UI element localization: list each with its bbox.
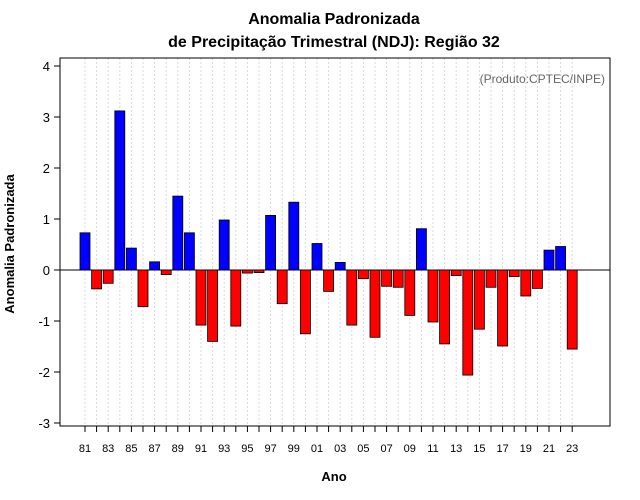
bar-12 — [439, 269, 451, 345]
bar-20 — [532, 269, 543, 289]
x-tick-label: 01 — [311, 443, 323, 455]
y-tick-label: -2 — [38, 365, 50, 380]
y-tick-label: 2 — [43, 161, 50, 176]
bar-06 — [369, 269, 381, 338]
x-axis: 81 83 85 87 89 91 93 95 97 99 01 03 05 07 09 11 13 15 17 19… — [79, 426, 578, 455]
x-tick-label: 85 — [125, 443, 137, 455]
bar-14 — [462, 269, 474, 376]
bar-82 — [91, 269, 102, 290]
bar-83 — [102, 269, 114, 284]
x-tick-label: 87 — [148, 443, 160, 455]
bar-05 — [357, 269, 369, 280]
bar-88 — [160, 269, 172, 275]
x-tick-label: 17 — [496, 443, 508, 455]
x-tick-label: 91 — [195, 443, 207, 455]
x-tick-label: 13 — [450, 443, 462, 455]
bar-00 — [299, 269, 311, 335]
bar-17 — [497, 269, 509, 347]
bar-23 — [566, 269, 578, 350]
bar-07 — [381, 269, 393, 287]
x-axis-label: Ano — [321, 469, 346, 484]
x-tick-label: 93 — [218, 443, 230, 455]
y-tick-label: 3 — [43, 110, 50, 125]
x-tick-label: 15 — [473, 443, 485, 455]
x-tick-label: 81 — [79, 443, 91, 455]
bar-15 — [473, 269, 485, 330]
x-tick-label: 99 — [288, 443, 300, 455]
bar-81 — [79, 232, 91, 271]
bar-10 — [415, 228, 427, 271]
y-tick-label: -3 — [38, 416, 50, 431]
y-axis: -3 -2 -1 0 1 2 3 4 — [38, 59, 60, 431]
bar-01 — [311, 243, 323, 271]
bar-02 — [323, 269, 335, 292]
bar-22 — [555, 246, 566, 271]
grid-lines — [84, 58, 573, 426]
bar-95 — [241, 269, 253, 274]
bar-08 — [392, 269, 404, 288]
bar-89 — [172, 195, 184, 271]
y-tick-label: 1 — [43, 212, 50, 227]
chart-title-line1: Anomalia Padronizada — [248, 11, 420, 28]
bar-91 — [195, 269, 207, 326]
bar-98 — [276, 269, 288, 305]
y-tick-label: 4 — [43, 59, 50, 74]
x-tick-label: 05 — [357, 443, 369, 455]
x-tick-label: 03 — [334, 443, 346, 455]
x-tick-label: 95 — [241, 443, 253, 455]
y-tick-label: -1 — [38, 314, 50, 329]
bar-86 — [137, 269, 149, 308]
x-tick-label: 97 — [264, 443, 276, 455]
chart-title-line2: de Precipitação Trimestral (NDJ): Região… — [168, 34, 500, 51]
y-tick-label: 0 — [43, 263, 50, 278]
bar-84 — [114, 110, 126, 271]
x-tick-label: 19 — [520, 443, 532, 455]
x-tick-label: 11 — [427, 443, 438, 455]
bar-11 — [427, 269, 439, 323]
x-tick-label: 09 — [404, 443, 416, 455]
bar-13 — [450, 269, 462, 276]
y-axis-label: Anomalia Padronizada — [2, 174, 17, 314]
bar-16 — [485, 269, 497, 288]
bar-09 — [404, 269, 416, 316]
x-tick-label: 23 — [566, 443, 578, 455]
x-tick-label: 89 — [172, 443, 184, 455]
bar-97 — [265, 214, 277, 271]
bar-93 — [218, 219, 230, 271]
bar-96 — [253, 269, 265, 273]
bar-03 — [334, 261, 346, 271]
bar-87 — [149, 261, 161, 271]
bar-94 — [230, 269, 242, 327]
bar-18 — [508, 269, 520, 277]
x-tick-label: 07 — [380, 443, 392, 455]
credit-label: (Produto:CPTEC/INPE) — [480, 72, 605, 86]
bar-19 — [520, 269, 532, 297]
bar-99 — [288, 201, 300, 271]
bar-85 — [126, 247, 137, 271]
bar-92 — [207, 269, 219, 342]
bar-21 — [543, 249, 555, 271]
x-tick-label: 21 — [543, 443, 555, 455]
bar-04 — [346, 269, 358, 326]
plot-frame — [59, 57, 611, 427]
x-tick-label: 83 — [102, 443, 114, 455]
bar-90 — [183, 232, 195, 271]
bars — [79, 110, 578, 376]
